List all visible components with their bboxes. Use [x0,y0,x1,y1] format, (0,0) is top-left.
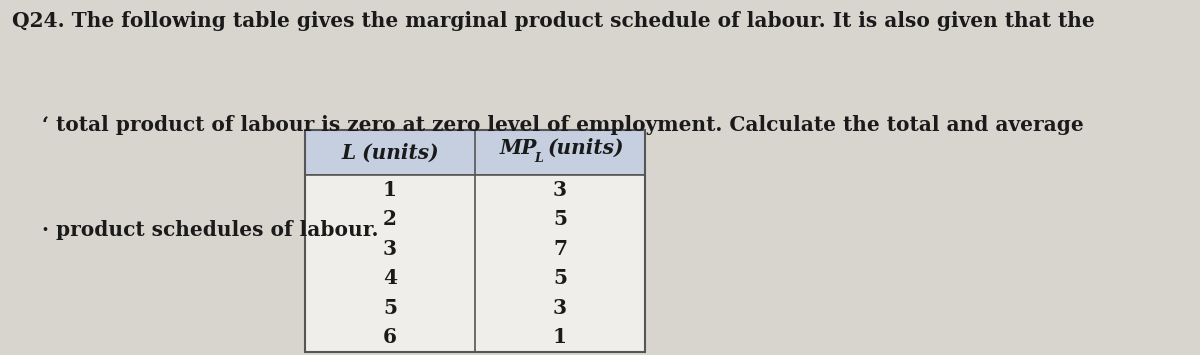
Text: 3: 3 [383,239,397,259]
Text: 4: 4 [383,268,397,288]
Text: L: L [534,152,542,165]
Text: 2: 2 [383,209,397,229]
Text: 6: 6 [383,327,397,347]
Text: L (units): L (units) [341,142,439,163]
Text: (units): (units) [548,138,625,158]
Text: 5: 5 [553,268,568,288]
Text: 1: 1 [553,327,568,347]
Text: 7: 7 [553,239,568,259]
Text: 3: 3 [553,298,568,318]
Text: MP: MP [499,138,536,158]
Text: 1: 1 [383,180,397,200]
Text: ‘ total product of labour is zero at zero level of employment. Calculate the tot: ‘ total product of labour is zero at zer… [42,115,1084,135]
Text: 5: 5 [383,298,397,318]
Text: · product schedules of labour.: · product schedules of labour. [42,220,378,240]
Text: 5: 5 [553,209,568,229]
Text: Q24. The following table gives the marginal product schedule of labour. It is al: Q24. The following table gives the margi… [12,11,1094,31]
Text: 3: 3 [553,180,568,200]
